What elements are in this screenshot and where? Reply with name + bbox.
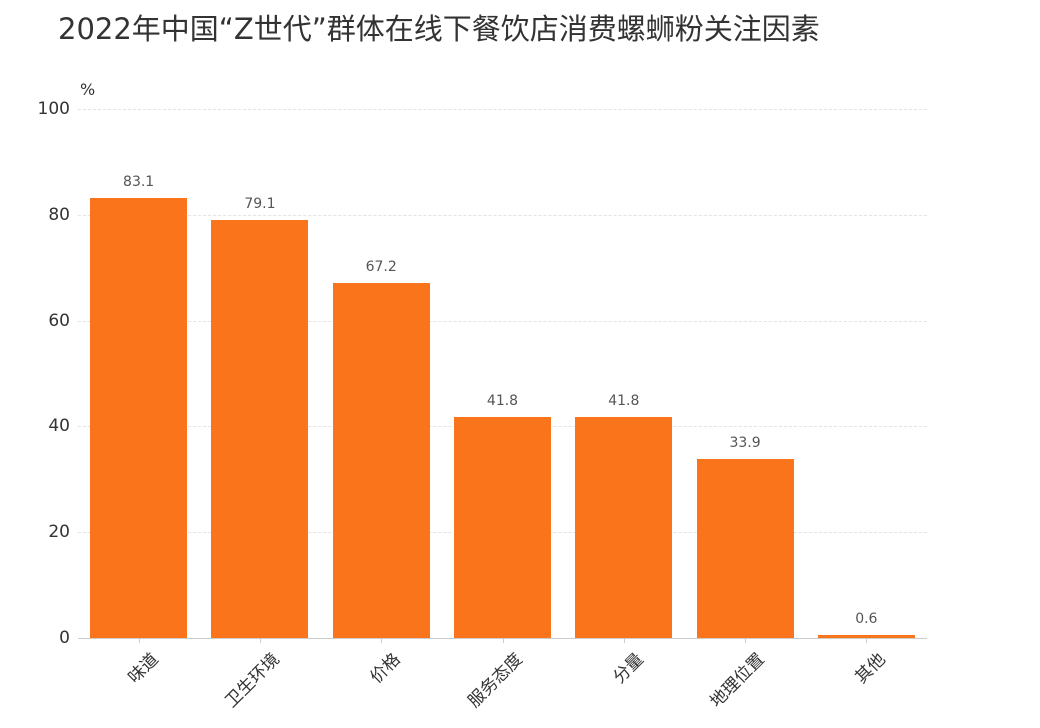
x-tick-label: 服务态度 xyxy=(463,649,527,712)
x-tick xyxy=(259,638,261,643)
bar-value-label: 0.6 xyxy=(855,610,878,627)
x-tick xyxy=(502,638,504,643)
bar[interactable] xyxy=(90,198,188,638)
y-tick-label: 100 xyxy=(37,99,70,119)
x-tick xyxy=(138,638,140,643)
bar-value-label: 33.9 xyxy=(729,434,761,451)
gridline xyxy=(78,214,927,216)
chart-title: 2022年中国“Z世代”群体在线下餐饮店消费螺蛳粉关注因素 xyxy=(58,12,820,46)
y-axis-unit: % xyxy=(80,80,96,99)
bar-value-label: 67.2 xyxy=(365,258,397,275)
x-tick-label: 分量 xyxy=(609,649,648,688)
x-tick xyxy=(866,638,868,643)
bar-value-label: 79.1 xyxy=(244,195,276,212)
y-tick-label: 60 xyxy=(48,310,70,331)
x-tick-label: 价格 xyxy=(366,649,405,688)
bar[interactable] xyxy=(332,282,430,638)
gridline xyxy=(78,320,927,322)
x-tick xyxy=(745,638,747,643)
x-tick-label: 味道 xyxy=(124,649,163,688)
y-tick-label: 80 xyxy=(48,204,70,225)
x-tick-label: 其他 xyxy=(851,649,891,688)
gridline xyxy=(78,109,927,110)
y-tick-label: 0 xyxy=(59,628,70,648)
bar[interactable] xyxy=(575,416,673,638)
bar[interactable] xyxy=(211,219,309,638)
plot-area: 83.1 79.1 67.2 41.8 41.8 33.9 0.6 xyxy=(78,109,927,643)
bar-value-label: 41.8 xyxy=(486,392,519,409)
x-tick-label: 卫生环境 xyxy=(221,649,284,712)
y-tick-label: 40 xyxy=(48,416,70,437)
bar-value-label: 83.1 xyxy=(123,174,155,191)
bar-value-label: 41.8 xyxy=(608,392,640,409)
bar[interactable] xyxy=(454,416,551,638)
x-tick xyxy=(381,638,383,643)
y-tick-label: 20 xyxy=(48,522,70,543)
bar[interactable] xyxy=(696,458,794,638)
bar[interactable] xyxy=(817,634,915,638)
x-tick-label: 地理位置 xyxy=(706,649,769,712)
x-tick xyxy=(623,638,625,643)
